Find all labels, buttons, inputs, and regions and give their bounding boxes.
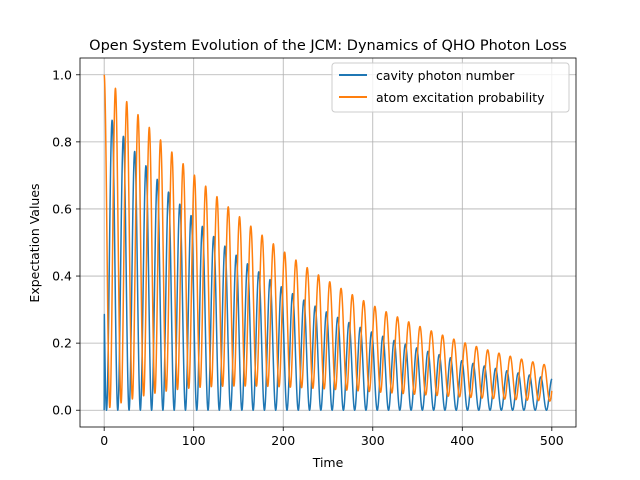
x-tick-label: 400	[450, 433, 474, 448]
y-tick-label: 0.0	[52, 403, 72, 418]
x-tick-label: 300	[361, 433, 385, 448]
x-tick-label: 100	[182, 433, 206, 448]
x-tick-label: 500	[540, 433, 564, 448]
y-tick-label: 0.6	[52, 201, 72, 216]
y-tick-label: 0.2	[52, 336, 72, 351]
y-tick-label: 0.4	[52, 269, 72, 284]
y-axis-label: Expectation Values	[27, 183, 42, 302]
legend: cavity photon number atom excitation pro…	[331, 62, 570, 113]
chart-title: Open System Evolution of the JCM: Dynami…	[89, 38, 567, 54]
series-line-cavity-photon-number	[103, 119, 553, 411]
y-tick-label: 0.8	[52, 134, 72, 149]
legend-label-cavity: cavity photon number	[376, 68, 515, 83]
y-tick-label: 1.0	[52, 67, 72, 82]
legend-frame	[331, 62, 570, 113]
axes-frame	[79, 57, 577, 428]
x-tick-label: 0	[100, 433, 108, 448]
legend-label-atom: atom excitation probability	[376, 90, 545, 105]
series-line-atom-excitation-probability	[103, 74, 553, 409]
x-tick-label: 200	[271, 433, 295, 448]
plot-area: 0 100 200 300 400 500 0.0 0.2 0.4 0.6 0.8 1.0	[52, 57, 577, 448]
x-axis-label: Time	[312, 455, 344, 470]
